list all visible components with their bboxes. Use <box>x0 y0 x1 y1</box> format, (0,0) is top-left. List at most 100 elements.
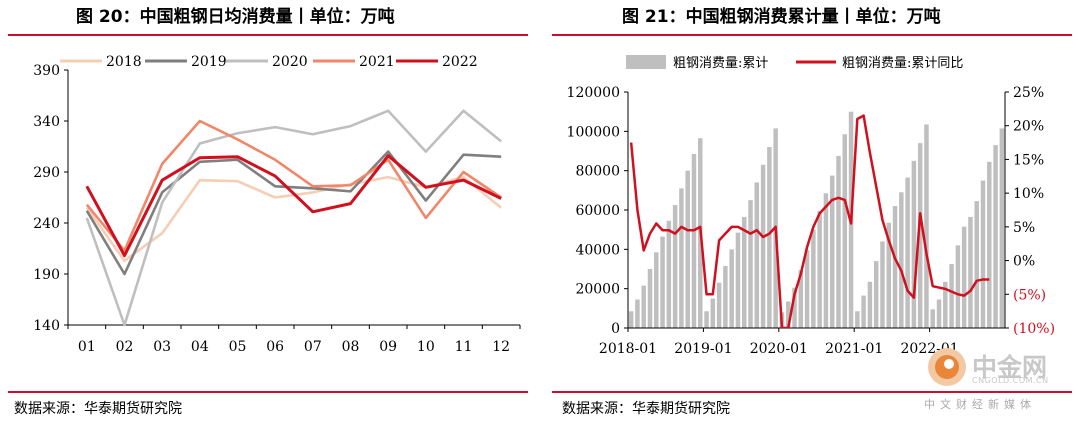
right-source-text: 数据来源：华泰期货研究院 <box>562 401 730 417</box>
bar-cumulative <box>930 309 935 328</box>
legend-bar-label: 粗钢消费量:累计 <box>673 56 768 71</box>
left-x-tick-label: 07 <box>304 339 322 355</box>
bar-cumulative <box>892 206 898 328</box>
series-line-2020 <box>85 109 502 327</box>
bar-cumulative <box>735 232 741 328</box>
left-axis-tick-label: 80000 <box>575 164 620 180</box>
bar-cumulative <box>704 311 709 328</box>
left-axis-tick-label: 40000 <box>575 242 620 258</box>
bar-cumulative <box>905 177 910 328</box>
left-source-rule <box>8 391 528 393</box>
bar-cumulative <box>917 143 923 328</box>
bar-cumulative <box>635 299 640 328</box>
bar-cumulative <box>647 269 653 328</box>
left-axis-tick-label: 120000 <box>567 85 620 101</box>
legend-line-label: 粗钢消费量:累计同比 <box>842 56 963 71</box>
watermark-brand: 中金网 <box>972 353 1048 382</box>
bar-cumulative <box>679 188 684 328</box>
bar-cumulative <box>873 261 879 328</box>
bar-cumulative <box>974 201 979 328</box>
right-axis-tick-label: 25% <box>1013 85 1044 101</box>
bar-cumulative <box>855 311 860 328</box>
right-axis-tick-label: 20% <box>1013 119 1044 135</box>
left-x-tick-label: 03 <box>153 339 171 355</box>
series-line-2019 <box>85 150 502 276</box>
left-source-text: 数据来源：华泰期货研究院 <box>14 401 182 417</box>
left-y-tick-label: 340 <box>33 114 60 130</box>
bar-cumulative <box>628 311 634 328</box>
bar-cumulative <box>716 282 722 328</box>
bar-cumulative <box>729 249 734 328</box>
bar-cumulative <box>987 161 992 328</box>
bar-cumulative <box>798 269 804 328</box>
bar-cumulative <box>886 222 891 328</box>
left-y-tick-label: 290 <box>33 165 60 181</box>
right-x-tick-label: 2020-01 <box>750 341 808 357</box>
bar-cumulative <box>754 182 760 328</box>
bar-cumulative <box>666 220 672 328</box>
bar-cumulative <box>641 285 646 328</box>
bar-cumulative <box>685 170 690 328</box>
right-source-rule <box>552 391 1072 393</box>
bar-cumulative <box>867 281 873 328</box>
left-y-tick-label: 390 <box>33 63 60 79</box>
right-axis-tick-label: 10% <box>1013 186 1044 202</box>
left-line-chart: 140 190 240 290 340 390 01 02 03 04 05 06 07 08 09 10 11… <box>33 54 521 355</box>
right-axis-tick-label: 0% <box>1013 254 1035 270</box>
bar-cumulative <box>936 299 942 328</box>
bar-cumulative <box>792 287 797 328</box>
legend-label-2022: 2022 <box>442 54 478 70</box>
right-chart-title: 图 21：中国粗钢消费累计量丨单位：万吨 <box>622 7 941 27</box>
right-title-rule <box>552 34 1072 36</box>
left-y-tick-label: 240 <box>33 216 60 232</box>
bar-cumulative <box>811 229 816 328</box>
left-axis-tick-label: 0 <box>611 321 620 337</box>
left-x-tick-label: 06 <box>266 339 284 355</box>
legend-label-2018: 2018 <box>106 54 142 70</box>
bar-cumulative <box>899 192 904 328</box>
bar-cumulative <box>949 264 954 328</box>
left-x-tick-label: 05 <box>229 339 247 355</box>
left-x-tick-label: 04 <box>191 339 209 355</box>
legend-label-2019: 2019 <box>191 54 227 70</box>
left-x-tick-label: 10 <box>417 339 435 355</box>
bar-cumulative <box>817 210 822 328</box>
left-title-rule <box>8 34 528 36</box>
bar-cumulative <box>836 155 841 328</box>
left-x-tick-label: 12 <box>492 339 510 355</box>
bar-cumulative <box>880 241 885 328</box>
right-axis-tick-label: 15% <box>1013 152 1044 168</box>
bar-cumulative <box>760 164 766 328</box>
right-bar-line-chart: 0 20000 40000 60000 80000 100000 120000 (10%) (5… <box>567 55 1055 357</box>
left-y-tick-label: 190 <box>33 267 60 283</box>
bar-cumulative <box>823 193 829 328</box>
left-x-tick-label: 02 <box>116 339 134 355</box>
bar-cumulative <box>748 200 753 328</box>
series-line-2021 <box>85 119 502 252</box>
bar-cumulative <box>961 226 967 328</box>
legend-label-2020: 2020 <box>272 54 308 70</box>
cngold-logo-icon <box>928 348 966 386</box>
right-axis-tick-label: (10%) <box>1013 321 1055 337</box>
right-axis-tick-label: 5% <box>1013 220 1035 236</box>
left-y-tick-label: 140 <box>33 318 60 334</box>
bar-cumulative <box>924 124 929 328</box>
left-chart-title: 图 20：中国粗钢日均消费量丨单位：万吨 <box>76 7 395 27</box>
bar-cumulative <box>672 205 678 328</box>
left-x-tick-label: 11 <box>455 339 473 355</box>
bar-cumulative <box>742 216 747 328</box>
bar-cumulative <box>943 281 948 328</box>
bar-cumulative <box>660 236 665 328</box>
yoy-line <box>629 114 990 328</box>
right-x-tick-label: 2019-01 <box>674 341 732 357</box>
bar-cumulative <box>829 175 835 328</box>
bar-cumulative <box>861 295 866 328</box>
bar-cumulative <box>842 134 848 328</box>
left-x-tick-label: 01 <box>78 339 96 355</box>
left-axis-tick-label: 100000 <box>567 124 620 140</box>
left-axis-tick-label: 60000 <box>575 203 620 219</box>
watermark-url: CNGOLD.COM.CN <box>972 376 1049 385</box>
bar-cumulative <box>911 160 917 328</box>
legend-bar-swatch <box>626 55 666 69</box>
watermark-tagline: 中文财经新媒体 <box>924 398 1036 411</box>
